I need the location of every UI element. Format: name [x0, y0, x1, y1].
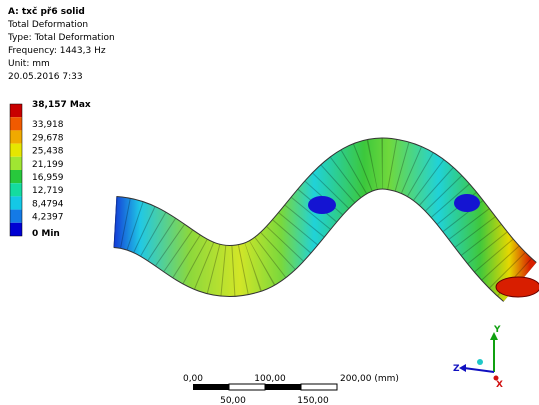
legend-label: 8,4794	[32, 199, 64, 209]
info-line: Frequency: 1443,3 Hz	[8, 46, 106, 56]
title: A: txč př6 solid	[8, 6, 85, 17]
info-line: 20.05.2016 7:33	[8, 72, 83, 82]
legend-label: 16,959	[32, 173, 64, 183]
scale-seg	[193, 384, 229, 390]
viewport: Y Z X A: txč př6 solid Total Deformation…	[0, 0, 539, 405]
axis-z	[464, 368, 494, 372]
arrow	[459, 364, 466, 372]
legend-label: 12,719	[32, 186, 64, 196]
legend-label: 29,678	[32, 133, 64, 143]
scale-seg	[265, 384, 301, 390]
legend-label: 33,918	[32, 120, 64, 130]
triad-ball	[477, 359, 483, 365]
legend-swatch	[10, 117, 22, 130]
triad-label: X	[496, 380, 503, 390]
tube-end	[496, 277, 539, 297]
legend-label: 25,438	[32, 147, 64, 157]
legend-label: 4,2397	[32, 213, 64, 223]
info-line: Unit: mm	[8, 59, 50, 69]
legend-swatch	[10, 183, 22, 196]
legend-swatch	[10, 130, 22, 143]
legend-swatch	[10, 144, 22, 157]
hotspot	[308, 196, 336, 214]
scale-label: 0,00	[183, 374, 203, 384]
legend-swatch	[10, 157, 22, 170]
triad-label: Y	[493, 325, 501, 335]
scale-label: 50,00	[220, 396, 246, 405]
tube	[115, 164, 520, 282]
info-line: Type: Total Deformation	[7, 33, 115, 43]
legend-swatch	[10, 210, 22, 223]
scale-seg	[229, 384, 265, 390]
legend-label: 21,199	[32, 160, 64, 170]
legend-swatch	[10, 223, 22, 236]
legend-label: 0 Min	[32, 229, 60, 239]
info-line: Total Deformation	[7, 20, 88, 30]
legend-label: 38,157 Max	[32, 100, 91, 110]
legend-swatch	[10, 104, 22, 117]
hotspot	[454, 194, 480, 212]
legend-swatch	[10, 170, 22, 183]
scale-label: 200,00 (mm)	[340, 374, 399, 384]
scale-seg	[301, 384, 337, 390]
legend-swatch	[10, 196, 22, 209]
scale-label: 100,00	[254, 374, 286, 384]
triad-label: Z	[453, 364, 460, 374]
scale-label: 150,00	[297, 396, 329, 405]
